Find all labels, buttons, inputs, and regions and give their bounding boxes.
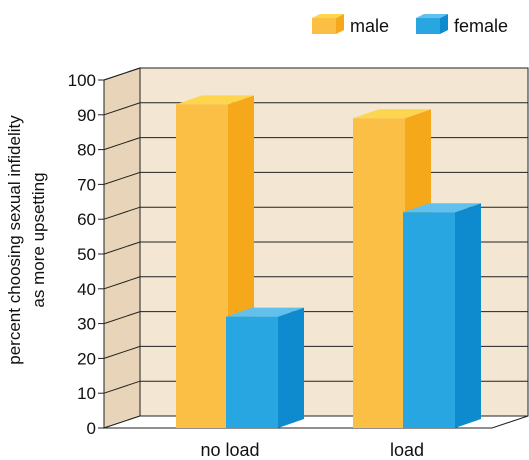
legend-swatch: [312, 18, 336, 34]
legend-item-male: male: [312, 14, 389, 36]
y-axis-title-line-1: percent choosing sexual infidelity: [5, 115, 24, 365]
bar-front: [403, 212, 455, 428]
y-tick-label: 80: [77, 141, 96, 160]
bar-top: [176, 95, 254, 105]
bar-side: [455, 203, 481, 428]
y-tick-label: 0: [87, 419, 96, 438]
y-tick-label: 10: [77, 384, 96, 403]
legend-label: female: [454, 16, 508, 36]
legend-label: male: [350, 16, 389, 36]
bar-female-load: [403, 203, 481, 428]
gridline: [103, 67, 528, 81]
bar-top: [403, 203, 481, 213]
gridline: [103, 102, 528, 116]
legend-swatch-top: [312, 14, 344, 18]
bar-side: [278, 307, 304, 428]
legend-swatch-top: [416, 14, 448, 18]
legend-swatch: [416, 18, 440, 34]
y-tick-label: 50: [77, 245, 96, 264]
y-tick-label: 20: [77, 349, 96, 368]
y-tick-label: 90: [77, 106, 96, 125]
y-tick-label: 60: [77, 210, 96, 229]
legend-swatch-side: [336, 14, 344, 34]
x-category-label: load: [390, 440, 424, 460]
bar-top: [353, 109, 431, 119]
x-category-label: no load: [200, 440, 259, 460]
bar-female-no-load: [226, 307, 304, 428]
y-tick-label: 100: [68, 71, 96, 90]
y-tick-label: 30: [77, 315, 96, 334]
legend-swatch-side: [440, 14, 448, 34]
y-axis-title-line-2: as more upsetting: [29, 172, 48, 307]
bar-top: [226, 307, 304, 317]
bar-front: [176, 104, 228, 429]
y-tick-label: 70: [77, 175, 96, 194]
y-tick-label: 40: [77, 280, 96, 299]
bar-front: [353, 118, 405, 428]
bar-front: [226, 316, 278, 428]
legend-item-female: female: [416, 14, 508, 36]
